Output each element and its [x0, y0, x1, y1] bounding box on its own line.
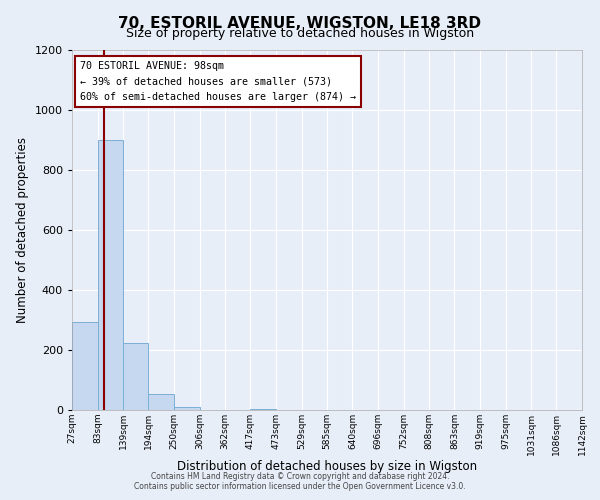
Bar — [250, 409, 276, 410]
Y-axis label: Number of detached properties: Number of detached properties — [16, 137, 29, 323]
X-axis label: Distribution of detached houses by size in Wigston: Distribution of detached houses by size … — [177, 460, 477, 473]
Text: Contains public sector information licensed under the Open Government Licence v3: Contains public sector information licen… — [134, 482, 466, 491]
Text: 70 ESTORIL AVENUE: 98sqm
← 39% of detached houses are smaller (573)
60% of semi-: 70 ESTORIL AVENUE: 98sqm ← 39% of detach… — [80, 61, 356, 102]
Text: 70, ESTORIL AVENUE, WIGSTON, LE18 3RD: 70, ESTORIL AVENUE, WIGSTON, LE18 3RD — [119, 16, 482, 31]
Text: Size of property relative to detached houses in Wigston: Size of property relative to detached ho… — [126, 28, 474, 40]
Bar — [123, 344, 148, 410]
Bar — [72, 322, 98, 410]
Bar — [148, 394, 174, 410]
Text: Contains HM Land Registry data © Crown copyright and database right 2024.: Contains HM Land Registry data © Crown c… — [151, 472, 449, 481]
Bar — [174, 407, 200, 410]
Bar — [98, 140, 123, 410]
